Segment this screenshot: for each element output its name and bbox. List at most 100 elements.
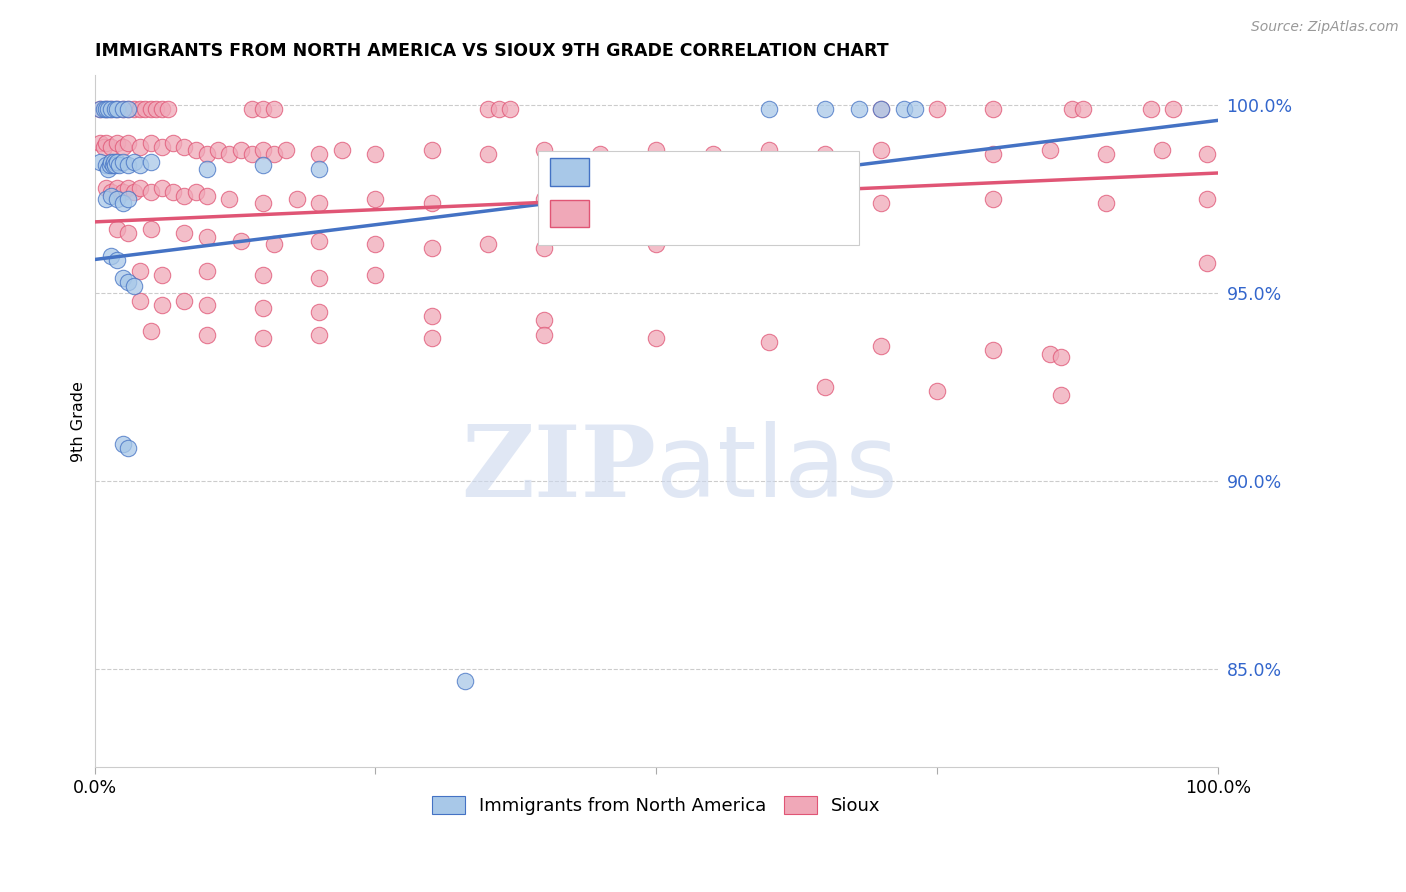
Point [252, 159, 274, 173]
Point [330, 144, 353, 158]
Point [499, 102, 522, 116]
Point [1060, 102, 1083, 116]
Point [285, 192, 308, 206]
Point [104, 159, 127, 173]
Point [173, 226, 195, 240]
Point [105, 102, 128, 116]
Point [364, 268, 387, 282]
Point [477, 237, 499, 252]
Point [111, 196, 134, 211]
Point [97, 102, 120, 116]
Point [105, 252, 128, 267]
Point [150, 268, 173, 282]
Point [420, 144, 443, 158]
Point [252, 301, 274, 316]
Point [100, 102, 122, 116]
Point [122, 185, 145, 199]
Point [1049, 388, 1071, 402]
Point [983, 147, 1005, 161]
Point [105, 192, 128, 206]
Point [139, 102, 162, 116]
Point [420, 309, 443, 323]
Point [93, 102, 115, 116]
Point [252, 196, 274, 211]
Point [150, 102, 173, 116]
Point [814, 147, 837, 161]
Point [1195, 192, 1218, 206]
Point [173, 188, 195, 202]
Point [477, 147, 499, 161]
Bar [550, 200, 589, 227]
Point [195, 230, 218, 244]
Point [111, 102, 134, 116]
Point [927, 384, 949, 398]
Point [100, 154, 122, 169]
Point [263, 237, 285, 252]
Text: IMMIGRANTS FROM NORTH AMERICA VS SIOUX 9TH GRADE CORRELATION CHART: IMMIGRANTS FROM NORTH AMERICA VS SIOUX 9… [94, 42, 889, 60]
Point [229, 144, 252, 158]
Point [100, 102, 122, 116]
Point [94, 102, 117, 116]
Point [645, 196, 668, 211]
Point [93, 139, 115, 153]
Point [477, 102, 499, 116]
Text: ZIP: ZIP [461, 421, 657, 518]
Point [184, 144, 207, 158]
Point [308, 162, 330, 177]
Point [1094, 196, 1116, 211]
Point [195, 298, 218, 312]
Text: R = 0.174   N = 132: R = 0.174 N = 132 [600, 202, 806, 222]
Point [488, 102, 510, 116]
Point [94, 181, 117, 195]
Point [117, 136, 139, 150]
Point [122, 102, 145, 116]
Point [364, 192, 387, 206]
Point [702, 147, 724, 161]
Point [927, 102, 949, 116]
Point [364, 237, 387, 252]
Point [195, 264, 218, 278]
Point [162, 185, 184, 199]
Point [111, 102, 134, 116]
Point [101, 159, 124, 173]
Bar [550, 158, 589, 186]
Point [252, 102, 274, 116]
Point [111, 271, 134, 285]
Point [111, 437, 134, 451]
Point [150, 181, 173, 195]
Point [100, 139, 122, 153]
Point [117, 275, 139, 289]
Point [1195, 147, 1218, 161]
Point [150, 139, 173, 153]
Point [308, 147, 330, 161]
Point [195, 188, 218, 202]
Point [97, 162, 120, 177]
Point [420, 241, 443, 255]
Text: atlas: atlas [657, 421, 898, 518]
Point [89, 102, 111, 116]
Point [94, 159, 117, 173]
Point [263, 102, 285, 116]
Point [128, 293, 150, 308]
Point [134, 102, 156, 116]
Point [94, 136, 117, 150]
Point [218, 147, 240, 161]
Point [128, 159, 150, 173]
Point [103, 154, 125, 169]
Point [1071, 102, 1094, 116]
Point [117, 102, 139, 116]
Point [195, 162, 218, 177]
Point [162, 136, 184, 150]
Point [117, 102, 139, 116]
Point [207, 144, 229, 158]
Point [105, 136, 128, 150]
Point [98, 159, 121, 173]
Point [218, 192, 240, 206]
Point [104, 102, 127, 116]
Point [893, 102, 915, 116]
Point [533, 241, 555, 255]
Point [139, 222, 162, 236]
Point [100, 249, 122, 263]
Point [111, 139, 134, 153]
Point [111, 185, 134, 199]
